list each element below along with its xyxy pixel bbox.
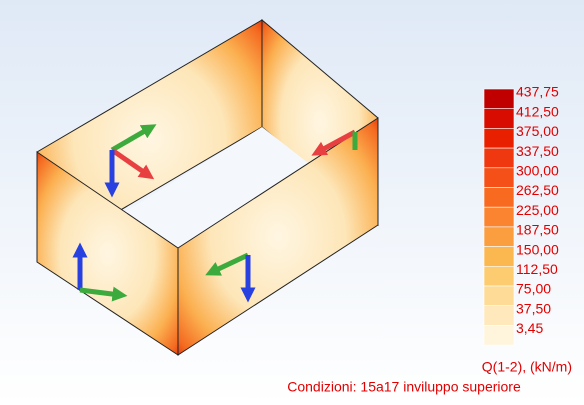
caption: Condizioni: 15a17 inviluppo superiore	[287, 379, 521, 395]
legend-label: 437,75	[516, 84, 559, 100]
legend-label: 112,50	[516, 261, 558, 277]
legend-swatch	[483, 128, 515, 149]
unit-label: Q(1-2), (kN/m)	[482, 359, 572, 375]
legend-swatch	[483, 206, 515, 228]
arrow	[311, 129, 357, 156]
legend-label: 337,50	[516, 143, 559, 159]
legend-label: 187,50	[516, 222, 559, 238]
legend-label: 300,00	[516, 163, 559, 179]
legend-swatch	[483, 285, 515, 307]
arrow	[110, 124, 157, 153]
legend-swatch	[483, 187, 515, 208]
legend-swatch	[483, 265, 515, 287]
legend-label: 225,00	[516, 202, 559, 218]
legend-label: 3,45	[516, 320, 543, 336]
legend-label: 262,50	[516, 182, 559, 198]
legend-swatch	[483, 246, 515, 267]
model	[36, 18, 379, 356]
opening	[120, 127, 330, 248]
arrow	[205, 252, 250, 276]
legend-label: 150,00	[516, 241, 559, 257]
legend-swatch	[483, 305, 515, 326]
arrow	[110, 147, 155, 180]
axes-arrows	[72, 124, 358, 303]
front-right-wall	[177, 117, 379, 356]
legend-swatch	[483, 108, 515, 129]
legend-label: 375,00	[516, 123, 559, 139]
legend-label: 412,50	[516, 103, 559, 119]
legend-label: 75,00	[516, 281, 551, 297]
legend-swatch	[483, 88, 515, 110]
legend: 437,75 412,50 375,00 337,50 300,00 262,50 225,…	[483, 84, 559, 346]
legend-swatch	[483, 167, 515, 188]
legend-swatch	[483, 226, 515, 247]
legend-label: 37,50	[516, 300, 551, 316]
legend-swatch	[483, 325, 515, 346]
legend-swatch	[483, 147, 515, 169]
arrow	[79, 286, 128, 302]
